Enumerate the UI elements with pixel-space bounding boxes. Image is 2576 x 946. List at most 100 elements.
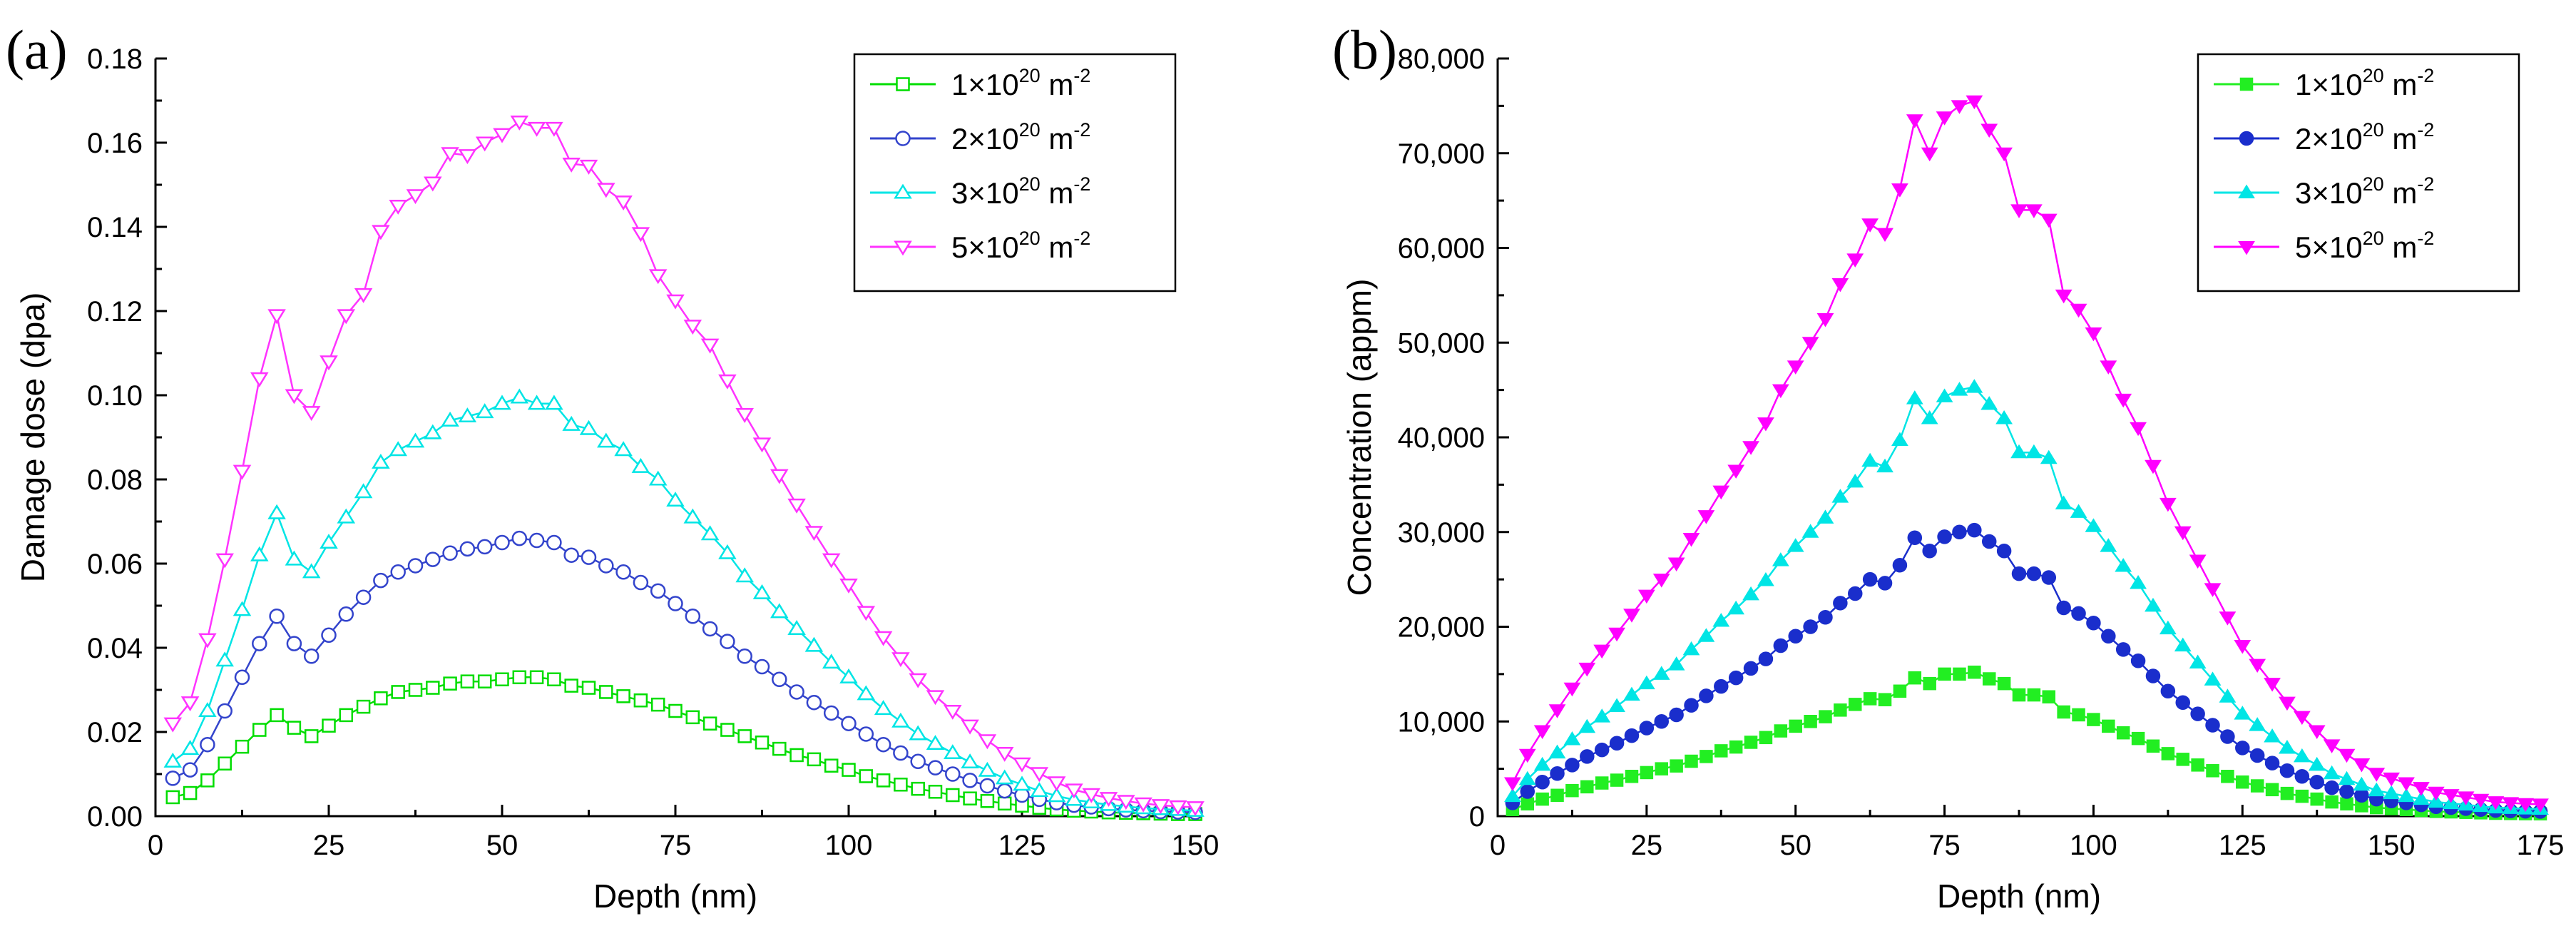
- data-point: [1640, 766, 1654, 780]
- data-point: [581, 549, 597, 565]
- data-point: [668, 596, 683, 611]
- data-point: [1550, 766, 1565, 781]
- data-point: [476, 539, 493, 555]
- data-point: [2205, 718, 2220, 733]
- data-point: [1655, 762, 1668, 775]
- legend-label-unit-exponent: -2: [2417, 65, 2434, 86]
- data-point: [944, 744, 962, 760]
- y-tick-label: 0.16: [87, 128, 143, 159]
- data-point: [460, 674, 475, 688]
- data-point: [407, 558, 424, 574]
- data-point: [1801, 524, 1819, 538]
- data-point: [303, 649, 320, 664]
- legend: 1×1020 m-22×1020 m-23×1020 m-25×1020 m-2: [2197, 53, 2520, 293]
- data-point: [787, 620, 806, 635]
- data-point: [1861, 218, 1879, 233]
- data-point: [1861, 452, 1879, 467]
- data-point: [267, 309, 286, 325]
- data-point: [1966, 379, 1983, 393]
- series-line: [1512, 529, 2541, 813]
- data-point: [2234, 706, 2252, 720]
- data-point: [1099, 792, 1118, 808]
- y-tick-label: 0.10: [87, 380, 143, 412]
- data-point: [1065, 790, 1083, 806]
- series-3: [163, 388, 1205, 817]
- data-point: [2413, 782, 2430, 796]
- series-4: [1504, 95, 2549, 813]
- data-point: [841, 716, 857, 731]
- data-point: [1816, 313, 1834, 327]
- data-point: [547, 672, 561, 686]
- data-point: [2353, 758, 2371, 773]
- data-point: [511, 530, 528, 546]
- data-point: [859, 769, 874, 783]
- legend-label-base: 2×10: [2295, 122, 2363, 156]
- data-point: [1134, 797, 1152, 813]
- data-point: [390, 564, 406, 580]
- data-point: [1682, 641, 1700, 656]
- data-point: [2145, 459, 2162, 474]
- data-point: [286, 636, 302, 651]
- data-point: [720, 634, 735, 649]
- data-point: [1667, 557, 1685, 572]
- legend-label-unit: m: [2384, 230, 2418, 264]
- data-point: [391, 685, 405, 699]
- data-point: [995, 769, 1014, 785]
- legend-label-unit: m: [2384, 176, 2418, 210]
- data-point: [527, 395, 546, 410]
- data-point: [1936, 388, 1953, 402]
- data-point: [2219, 688, 2237, 703]
- data-point: [2309, 774, 2324, 790]
- data-point: [1637, 589, 1655, 604]
- data-point: [2368, 782, 2386, 797]
- legend-label: 2×1020 m-2: [951, 119, 1090, 156]
- data-point: [2249, 658, 2266, 673]
- y-axis-title: Damage dose (dpa): [14, 293, 51, 583]
- legend-label: 3×1020 m-2: [951, 173, 1090, 210]
- data-point: [218, 756, 232, 770]
- data-point: [2264, 728, 2281, 743]
- y-tick-label: 30,000: [1398, 517, 1485, 549]
- data-point: [512, 670, 527, 685]
- data-point: [633, 693, 648, 708]
- data-point: [1637, 675, 1655, 690]
- data-point: [493, 128, 511, 143]
- data-point: [737, 729, 752, 743]
- data-point: [1533, 725, 1551, 739]
- legend-label-exponent: 20: [2363, 65, 2384, 86]
- data-point: [165, 770, 181, 786]
- data-point: [631, 227, 650, 243]
- data-point: [2057, 705, 2070, 719]
- data-point: [1623, 686, 1640, 701]
- data-point: [563, 547, 579, 563]
- data-point: [2413, 790, 2430, 805]
- data-point: [545, 395, 563, 410]
- data-point: [389, 441, 407, 457]
- data-point: [2175, 695, 2190, 710]
- data-point: [1563, 682, 1581, 697]
- data-point: [2383, 785, 2401, 800]
- y-tick-label: 0.18: [87, 44, 143, 75]
- data-point: [424, 176, 442, 192]
- data-point: [529, 670, 544, 685]
- data-point: [2130, 653, 2146, 668]
- series-line: [172, 396, 1196, 812]
- y-tick-label: 80,000: [1398, 44, 1485, 75]
- series-2: [1505, 522, 2548, 819]
- y-tick-label: 0.00: [87, 801, 143, 833]
- data-point: [562, 415, 581, 431]
- data-point: [980, 794, 995, 808]
- data-point: [685, 710, 700, 725]
- y-tick-label: 0.14: [87, 212, 143, 243]
- data-point: [1938, 667, 1951, 681]
- data-point: [700, 525, 720, 541]
- data-point: [494, 534, 510, 551]
- data-point: [599, 685, 613, 699]
- data-point: [163, 717, 183, 733]
- data-point: [2102, 719, 2115, 733]
- data-point: [2340, 797, 2353, 810]
- data-point: [337, 508, 356, 524]
- data-point: [874, 631, 893, 646]
- x-tick-label: 75: [1928, 830, 1961, 861]
- data-point: [2427, 793, 2445, 808]
